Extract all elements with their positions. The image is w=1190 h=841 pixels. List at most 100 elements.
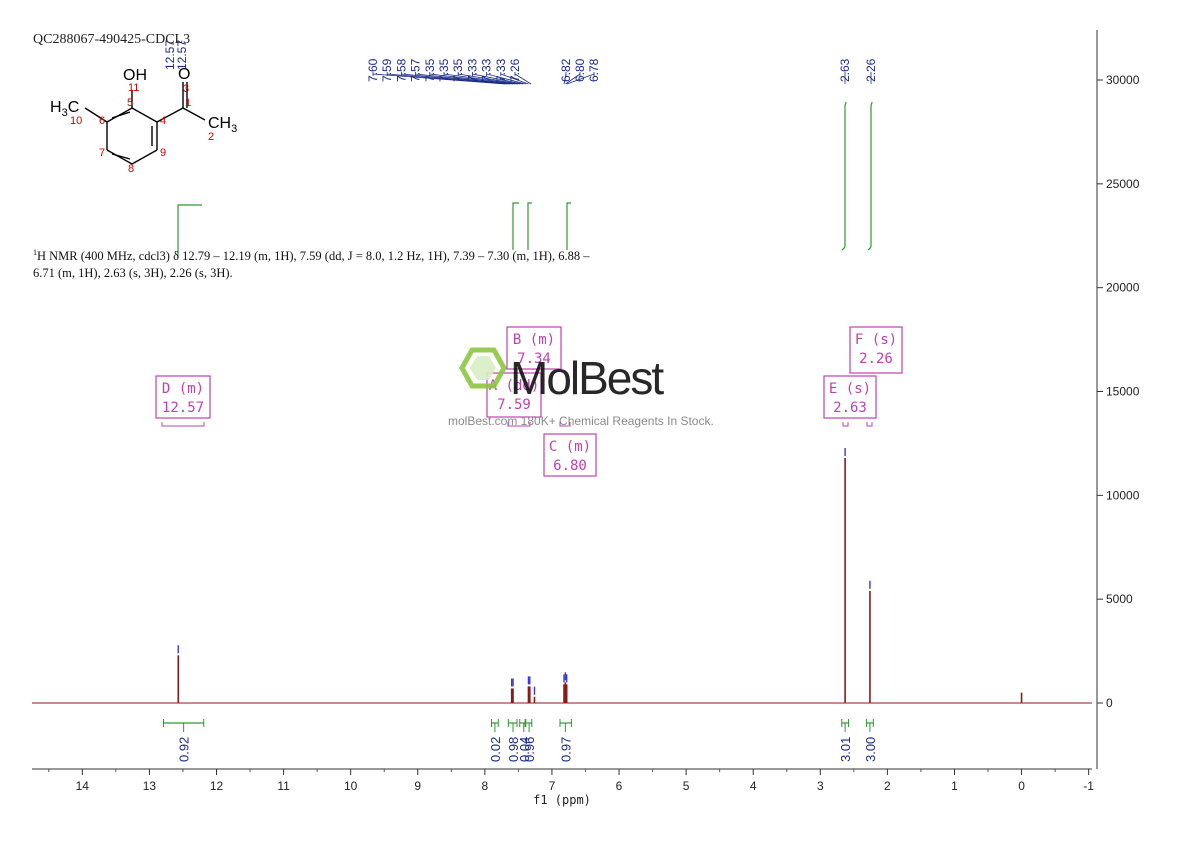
x-tick-label: -1: [1083, 779, 1094, 793]
multiplet-label: B (m): [513, 332, 555, 348]
peak-label: 7.26: [508, 58, 522, 82]
integral-value: 0.98: [506, 737, 521, 762]
multiplet-shift: 12.57: [162, 400, 204, 416]
svg-text:4: 4: [160, 115, 166, 127]
svg-text:8: 8: [128, 163, 134, 175]
integral-value: 3.00: [863, 737, 878, 762]
spectrum-peaks: [177, 447, 1023, 703]
y-axis-ticks: 30000 25000 20000 15000 10000 5000 0: [1097, 73, 1140, 710]
integral-curves: [177, 101, 873, 258]
multiplet-box: [506, 326, 562, 370]
integral-curve: [527, 202, 532, 250]
multiplet-box: [823, 375, 877, 419]
svg-text:1: 1: [185, 97, 191, 109]
peak-label-leader: [514, 72, 532, 85]
y-tick-label: 30000: [1106, 73, 1140, 87]
x-tick-label: 8: [482, 779, 489, 793]
peak-label: 12.57: [163, 40, 177, 70]
molecule-structure: OH O H3C CH3 1 2 3 4 5 6 7 8 9 10 11: [50, 66, 237, 175]
peak-label: 7.35: [451, 58, 465, 82]
peak-label: 7.60: [366, 58, 380, 82]
integral-curve: [841, 101, 847, 251]
integral-curve: [566, 202, 571, 250]
svg-text:5: 5: [127, 97, 133, 109]
x-tick-label: 13: [143, 779, 157, 793]
svg-text:3: 3: [183, 83, 189, 95]
peak-label-fans: 7.60 7.59 7.58 7.57 7.35 7.35 7.35 7.33 7.33 7.33…: [163, 40, 878, 85]
multiplet-bracket: [507, 422, 531, 427]
peak-label: 12.57: [175, 40, 189, 70]
x-tick-label: 3: [817, 779, 824, 793]
multiplet-label: A (dd): [489, 378, 540, 394]
ch3-label: CH3: [208, 115, 237, 135]
x-tick-label: 0: [1018, 779, 1025, 793]
peak-label: 7.35: [423, 58, 437, 82]
y-tick-label: 10000: [1106, 488, 1140, 502]
peak-label-leader: [386, 72, 508, 85]
molbest-logo: MolBest: [459, 347, 666, 404]
nmr-summary-body: H NMR (400 MHz, cdcl3) δ 12.79 – 12.19 (…: [33, 249, 590, 281]
svg-text:9: 9: [160, 147, 166, 159]
peak-label-leader: [486, 72, 526, 85]
x-tick-label: 9: [414, 779, 421, 793]
nmr-summary-text: 1H NMR (400 MHz, cdcl3) δ 12.79 – 12.19 …: [33, 244, 613, 282]
peak-label: 7.33: [494, 58, 508, 82]
svg-text:2: 2: [208, 131, 214, 143]
multiplet-label: D (m): [162, 381, 204, 397]
x-tick-label: 11: [277, 779, 290, 793]
multiplet-shift: 6.80: [553, 458, 587, 474]
peak-label: 7.35: [437, 58, 451, 82]
integral-value: 3.01: [838, 737, 853, 762]
y-tick-label: 25000: [1106, 177, 1140, 191]
multiplet-shift: 2.26: [859, 351, 893, 367]
multiplet-box: [543, 433, 597, 477]
x-tick-label: 6: [616, 779, 623, 793]
peak-label: 6.78: [587, 58, 601, 82]
multiplet-box: [486, 372, 542, 418]
svg-text:10: 10: [70, 115, 82, 127]
integral-value: 0.92: [177, 737, 192, 762]
y-tick-label: 20000: [1106, 281, 1140, 295]
multiplet-box: [155, 375, 211, 419]
peak-label-leader: [372, 72, 506, 85]
multiplet-bracket: [559, 422, 571, 427]
integral-value: 0.97: [558, 737, 573, 762]
svg-text:6: 6: [99, 115, 105, 127]
nucleus-superscript: 1: [33, 248, 37, 257]
peak-label: 7.58: [394, 58, 408, 82]
peak-label: 7.33: [480, 58, 494, 82]
integral-value: 0.96: [522, 737, 537, 762]
sample-id: QC288067-490425-CDCL3: [33, 32, 191, 47]
peak-label-leader: [401, 72, 511, 85]
multiplet-shift: 7.59: [497, 397, 531, 413]
multiplet-bracket: [161, 422, 205, 427]
x-tick-label: 1: [951, 779, 958, 793]
peak-label-leader: [565, 72, 581, 85]
x-tick-label: 5: [683, 779, 690, 793]
o-label: O: [178, 66, 190, 83]
x-axis-label: f1 (ppm): [533, 793, 591, 807]
integral-curve: [177, 204, 202, 258]
h3c-label: H3C: [50, 99, 79, 119]
integral-bars: 0.92 0.02 0.980.040.96 0.97 3.01 3.00: [162, 719, 878, 762]
multiplet-bracket: [842, 422, 849, 427]
x-axis-ticks: 14 13 12 11 10 9 8 7 6 5 4 3 2 1 0 -1: [48, 769, 1094, 793]
peak-label-leader: [563, 72, 567, 85]
svg-text:11: 11: [128, 82, 139, 94]
x-tick-label: 10: [344, 779, 358, 793]
x-tick-label: 4: [750, 779, 757, 793]
peak-label: 6.80: [573, 58, 587, 82]
multiplet-bracket: [866, 422, 873, 427]
peak-label: 7.33: [465, 58, 479, 82]
brand-name: MolBest: [510, 352, 664, 404]
hexagon-icon: [459, 347, 507, 389]
x-tick-label: 12: [210, 779, 224, 793]
multiplet-label: C (m): [549, 439, 591, 455]
integral-value: 0.02: [488, 737, 503, 762]
multiplet-label: E (s): [829, 381, 871, 397]
peak-label-leader: [500, 72, 529, 85]
integral-value: 0.04: [517, 737, 532, 762]
peak-label: 2.26: [864, 58, 878, 82]
y-tick-label: 0: [1106, 696, 1113, 710]
